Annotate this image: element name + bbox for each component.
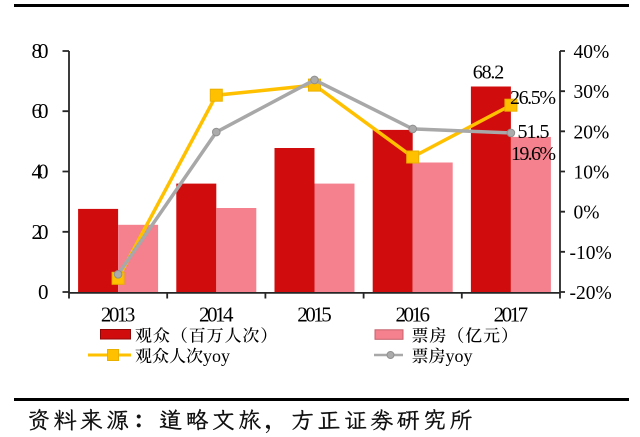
svg-text:26.5%: 26.5% (510, 87, 556, 109)
svg-text:0%: 0% (574, 203, 600, 224)
svg-text:10%: 10% (574, 163, 610, 184)
svg-text:80: 80 (32, 39, 49, 63)
svg-text:-20%: -20% (570, 283, 612, 304)
svg-text:2015: 2015 (297, 303, 332, 327)
svg-text:0: 0 (38, 280, 49, 304)
svg-text:68.2: 68.2 (473, 62, 505, 84)
svg-text:19.6%: 19.6% (511, 143, 556, 165)
svg-text:2017: 2017 (494, 303, 529, 327)
svg-text:yoy: yoy (203, 346, 230, 366)
svg-text:2013: 2013 (101, 303, 136, 327)
svg-text:30%: 30% (574, 82, 610, 103)
svg-text:20%: 20% (574, 122, 610, 143)
svg-text:2014: 2014 (199, 303, 234, 327)
svg-text:yoy: yoy (446, 346, 473, 366)
svg-text:20: 20 (32, 220, 49, 244)
svg-text:2016: 2016 (395, 303, 430, 327)
svg-text:40%: 40% (574, 42, 610, 63)
svg-text:60: 60 (32, 99, 49, 123)
svg-text:-10%: -10% (570, 243, 612, 264)
svg-text:51.5: 51.5 (518, 121, 550, 143)
svg-text:40: 40 (32, 160, 49, 184)
